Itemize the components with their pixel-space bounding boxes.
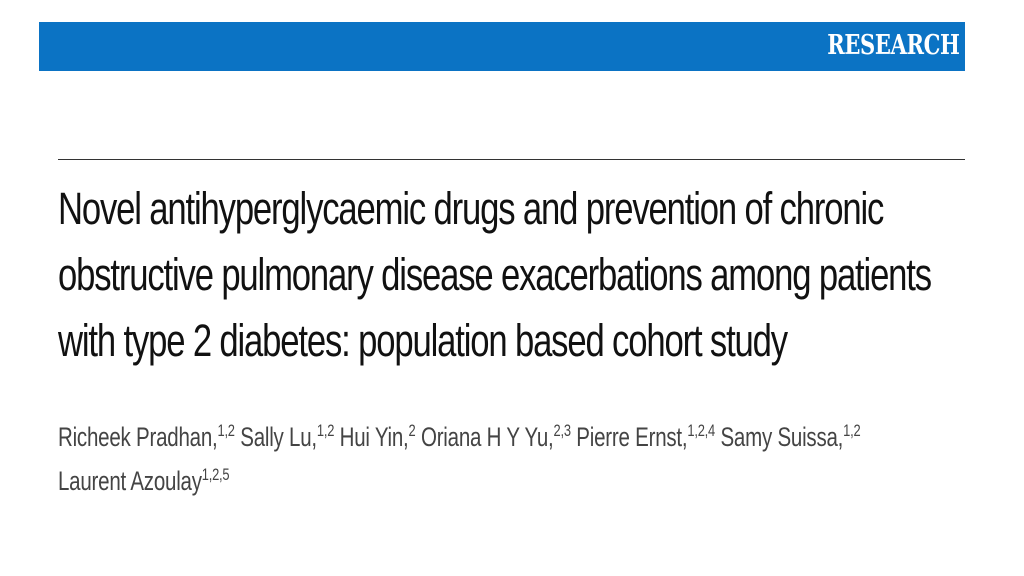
- author-affiliation: 1,2: [843, 421, 861, 440]
- author: Pierre Ernst,1,2,4: [576, 422, 715, 452]
- section-banner: RESEARCH: [39, 22, 965, 71]
- title-line: with type 2 diabetes: population based c…: [58, 315, 788, 366]
- article-title: Novel antihyperglycaemic drugs and preve…: [58, 176, 932, 374]
- author-affiliation: 2,3: [553, 421, 572, 440]
- author-affiliation: 2: [408, 421, 416, 440]
- title-line: Novel antihyperglycaemic drugs and preve…: [58, 183, 884, 234]
- author-name: Richeek Pradhan,: [58, 422, 218, 452]
- author: Sally Lu,1,2: [240, 422, 334, 452]
- author: Laurent Azoulay1,2,5: [58, 465, 230, 496]
- author: Hui Yin,2: [340, 422, 416, 452]
- title-line: obstructive pulmonary disease exacerbati…: [58, 249, 932, 300]
- author-line: Richeek Pradhan,1,2 Sally Lu,1,2 Hui Yin…: [58, 415, 970, 459]
- title-divider: [58, 159, 965, 160]
- author-name: Laurent Azoulay: [58, 466, 202, 496]
- author-name: Hui Yin,: [339, 422, 409, 452]
- author-line: Laurent Azoulay1,2,5: [58, 459, 970, 503]
- author-affiliation: 1,2,4: [687, 421, 715, 440]
- author: Richeek Pradhan,1,2: [58, 422, 235, 452]
- author-name: Sally Lu,: [240, 422, 317, 452]
- author-name: Pierre Ernst,: [576, 422, 688, 452]
- author: Oriana H Y Yu,2,3: [421, 422, 571, 452]
- author-affiliation: 1,2: [316, 421, 335, 440]
- author-affiliation: 1,2: [217, 421, 235, 440]
- author-name: Samy Suissa,: [720, 422, 844, 452]
- author-name: Oriana H Y Yu,: [420, 422, 554, 452]
- author: Samy Suissa,1,2: [720, 422, 860, 452]
- author-affiliation: 1,2,5: [201, 465, 230, 484]
- section-label: RESEARCH: [826, 30, 960, 61]
- author-list: Richeek Pradhan,1,2 Sally Lu,1,2 Hui Yin…: [58, 415, 970, 503]
